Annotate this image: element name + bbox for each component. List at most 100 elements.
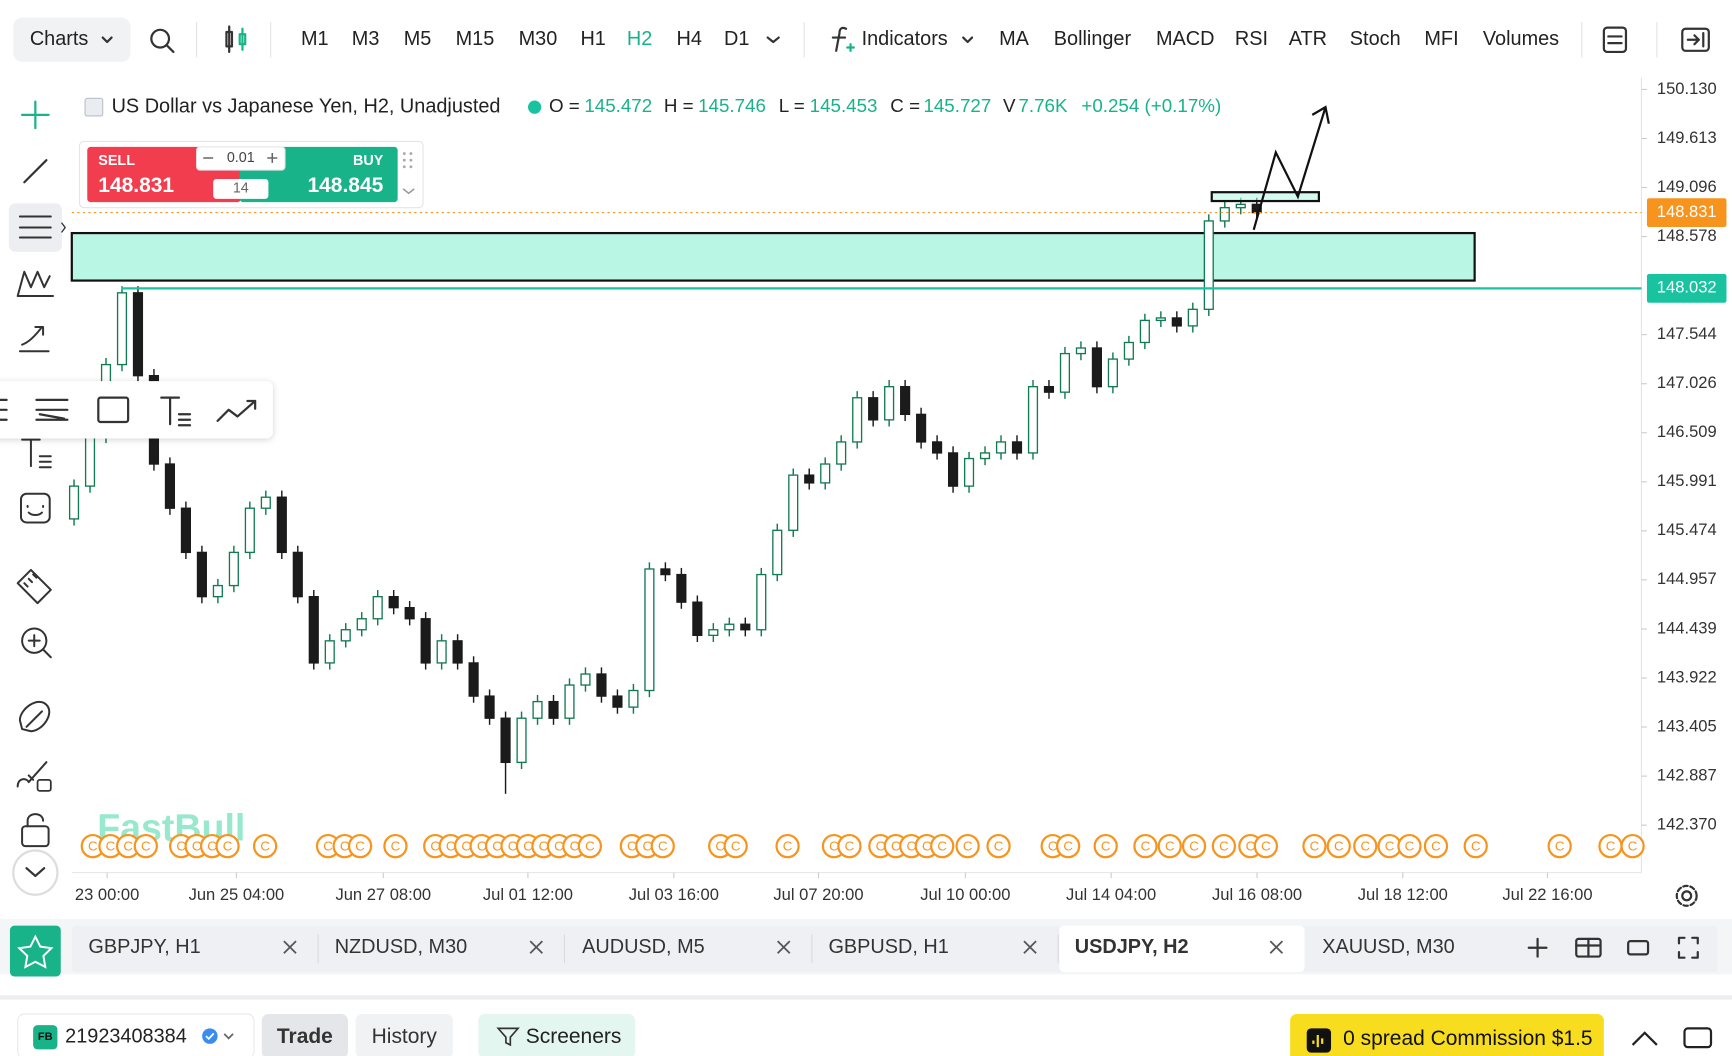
drag-grip-part[interactable] (409, 165, 413, 169)
event-marker-label[interactable]: C (207, 839, 217, 854)
trade-button[interactable] (261, 1014, 348, 1056)
tab-close[interactable] (1269, 940, 1284, 954)
event-marker[interactable] (1211, 833, 1237, 859)
filter-icon[interactable] (496, 1027, 520, 1047)
event-marker-label[interactable]: C (994, 839, 1004, 854)
favorites-button[interactable] (9, 925, 61, 977)
zone-drawing[interactable] (70, 231, 1476, 282)
event-marker[interactable] (723, 833, 748, 859)
event-marker[interactable] (775, 833, 800, 859)
event-marker-label[interactable]: C (340, 839, 350, 854)
tab-label[interactable]: GBPJPY, H1 (88, 936, 200, 958)
event-marker-label[interactable]: C (1189, 839, 1199, 854)
event-marker-label[interactable]: C (891, 839, 901, 854)
drag-grip[interactable] (402, 152, 413, 169)
account-box[interactable] (17, 1013, 255, 1056)
event-marker-label[interactable]: C (585, 839, 595, 854)
event-marker-label[interactable]: C (1219, 839, 1229, 854)
timeframe[interactable]: H2 (627, 28, 652, 50)
chevron[interactable] (962, 36, 974, 44)
event-marker-label[interactable]: C (260, 839, 270, 854)
event-marker[interactable] (1157, 833, 1182, 859)
layout-icon-part[interactable] (1607, 35, 1623, 45)
event-marker[interactable] (577, 833, 603, 859)
event-marker-label[interactable]: C (176, 839, 186, 854)
study[interactable]: ATR (1289, 28, 1327, 50)
event-marker-label[interactable]: C (141, 839, 151, 854)
palette-icons-part[interactable] (97, 396, 130, 424)
event-marker-label[interactable]: C (477, 839, 487, 854)
event-marker[interactable] (1353, 833, 1378, 859)
event-marker-label[interactable]: C (323, 839, 333, 854)
tab-actions-part[interactable] (1575, 937, 1602, 958)
indicators-icon[interactable] (831, 26, 855, 52)
account-number[interactable]: 21923408384 (65, 1025, 187, 1047)
tab-label[interactable]: USDJPY, H2 (1075, 936, 1189, 958)
charts-button[interactable] (13, 17, 131, 62)
event-marker[interactable] (837, 833, 862, 859)
add-icon[interactable] (20, 100, 50, 130)
drag-grip-part[interactable] (409, 152, 413, 155)
timeframe[interactable]: D1 (724, 28, 749, 50)
palette-icons[interactable] (0, 396, 257, 427)
event-marker[interactable] (1620, 833, 1645, 859)
event-marker-label[interactable]: C (1628, 839, 1638, 854)
indicators-icon-part[interactable] (835, 26, 848, 52)
timeframe[interactable]: M1 (301, 28, 329, 50)
window-icon[interactable] (1683, 1027, 1713, 1049)
settings-icon-part[interactable] (1681, 890, 1693, 902)
hline-tool[interactable] (18, 215, 52, 239)
palette-icons-part[interactable] (0, 398, 8, 421)
event-marker-label[interactable]: C (643, 839, 653, 854)
settings-icon[interactable] (1675, 884, 1698, 907)
collapse-button[interactable] (12, 849, 59, 896)
tab-close[interactable] (1023, 940, 1037, 954)
collapse-icon[interactable] (1681, 27, 1710, 52)
brush-tool[interactable] (16, 761, 48, 788)
ruler-tool[interactable] (16, 568, 52, 605)
event-marker-label[interactable]: C (461, 839, 471, 854)
event-marker[interactable] (133, 833, 158, 859)
event-marker-label[interactable]: C (1431, 839, 1441, 854)
tab-actions-part[interactable] (1527, 937, 1548, 958)
tab-actions-part[interactable] (1627, 940, 1650, 956)
event-marker[interactable] (1253, 833, 1279, 859)
event-marker[interactable] (1093, 833, 1118, 859)
settings-icon-part[interactable] (1675, 884, 1698, 907)
event-marker-label[interactable]: C (1141, 839, 1151, 854)
event-marker[interactable] (1463, 833, 1488, 859)
emoji-tool[interactable] (19, 492, 51, 524)
study[interactable]: Stoch (1350, 28, 1401, 50)
promo-banner[interactable] (1290, 1014, 1604, 1056)
lot-size[interactable]: 0.01 (227, 150, 255, 166)
drag-grip-part[interactable] (409, 158, 413, 162)
tab-label[interactable]: NZDUSD, M30 (335, 936, 468, 958)
event-marker[interactable] (1326, 833, 1351, 859)
event-marker-label[interactable]: C (523, 839, 533, 854)
arrow-drawing[interactable] (1252, 105, 1330, 231)
event-marker[interactable] (930, 833, 955, 859)
collapse-chevron[interactable] (25, 867, 46, 878)
event-marker-label[interactable]: C (783, 839, 793, 854)
buy-label[interactable]: BUY (353, 153, 384, 169)
event-marker-label[interactable]: C (1471, 839, 1481, 854)
event-marker[interactable] (1397, 833, 1422, 859)
palette-icons-part[interactable] (160, 396, 192, 427)
zoom-tool[interactable] (21, 627, 48, 654)
study[interactable]: RSI (1235, 28, 1268, 50)
magnet-tool[interactable] (18, 700, 51, 733)
event-marker-label[interactable]: C (1555, 839, 1565, 854)
timeframe[interactable]: M3 (352, 28, 380, 50)
chevron[interactable] (101, 36, 113, 44)
event-marker[interactable] (1547, 833, 1572, 859)
zoom-plus[interactable] (27, 634, 52, 659)
event-marker-label[interactable]: C (731, 839, 741, 854)
drag-grip-part[interactable] (402, 152, 406, 155)
event-marker[interactable] (347, 833, 373, 859)
event-marker-label[interactable]: C (922, 839, 932, 854)
event-marker-label[interactable]: C (1165, 839, 1175, 854)
screeners-label[interactable]: Screeners (526, 1025, 622, 1048)
event-marker[interactable] (383, 833, 408, 859)
event-marker-label[interactable]: C (1261, 839, 1271, 854)
sell-label[interactable]: SELL (98, 153, 135, 169)
